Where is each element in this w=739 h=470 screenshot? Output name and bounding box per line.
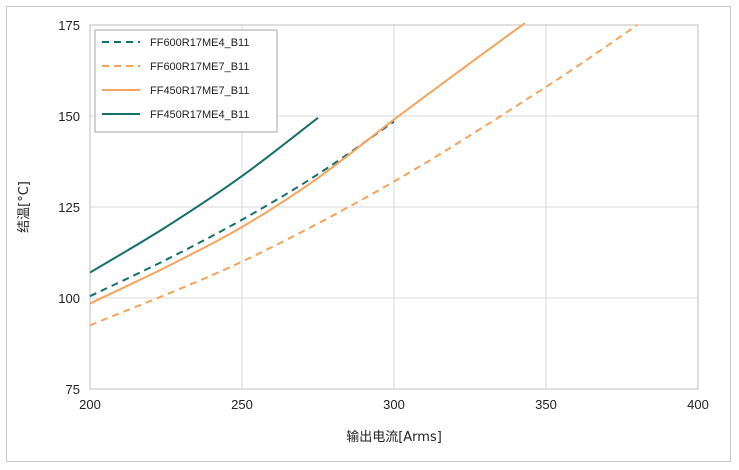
series-line-1 (89, 24, 638, 327)
x-axis-title: 输出电流[Arms] (346, 429, 442, 445)
series-line-3 (89, 117, 319, 274)
series-layer (89, 22, 638, 327)
plot-border (89, 24, 699, 390)
legend: FF600R17ME4_B11 FF600R17ME7_B11 FF450R17ME… (94, 29, 278, 133)
x-tick-label: 200 (79, 397, 101, 412)
series-line-2 (89, 22, 526, 305)
y-axis-title: 结温[°C] (17, 181, 32, 233)
y-tick-label: 150 (58, 109, 80, 124)
y-tick-label: 100 (58, 291, 80, 306)
y-tick-labels: 75 100 125 150 175 (58, 18, 80, 397)
legend-label-2: FF450R17ME7_B11 (150, 85, 249, 97)
series-line-0 (89, 120, 395, 298)
y-tick-label: 125 (58, 200, 80, 215)
y-tick-label: 175 (58, 18, 80, 33)
x-tick-label: 400 (687, 397, 709, 412)
legend-label-1: FF600R17ME7_B11 (150, 61, 249, 73)
x-tick-labels: 200 250 300 350 400 (79, 397, 709, 412)
x-tick-label: 250 (231, 397, 253, 412)
legend-label-3: FF450R17ME4_B11 (150, 109, 249, 121)
x-tick-label: 300 (383, 397, 405, 412)
plot-area-border (89, 24, 699, 390)
legend-label-0: FF600R17ME4_B11 (150, 37, 249, 49)
y-tick-label: 75 (66, 382, 80, 397)
x-tick-label: 350 (535, 397, 557, 412)
